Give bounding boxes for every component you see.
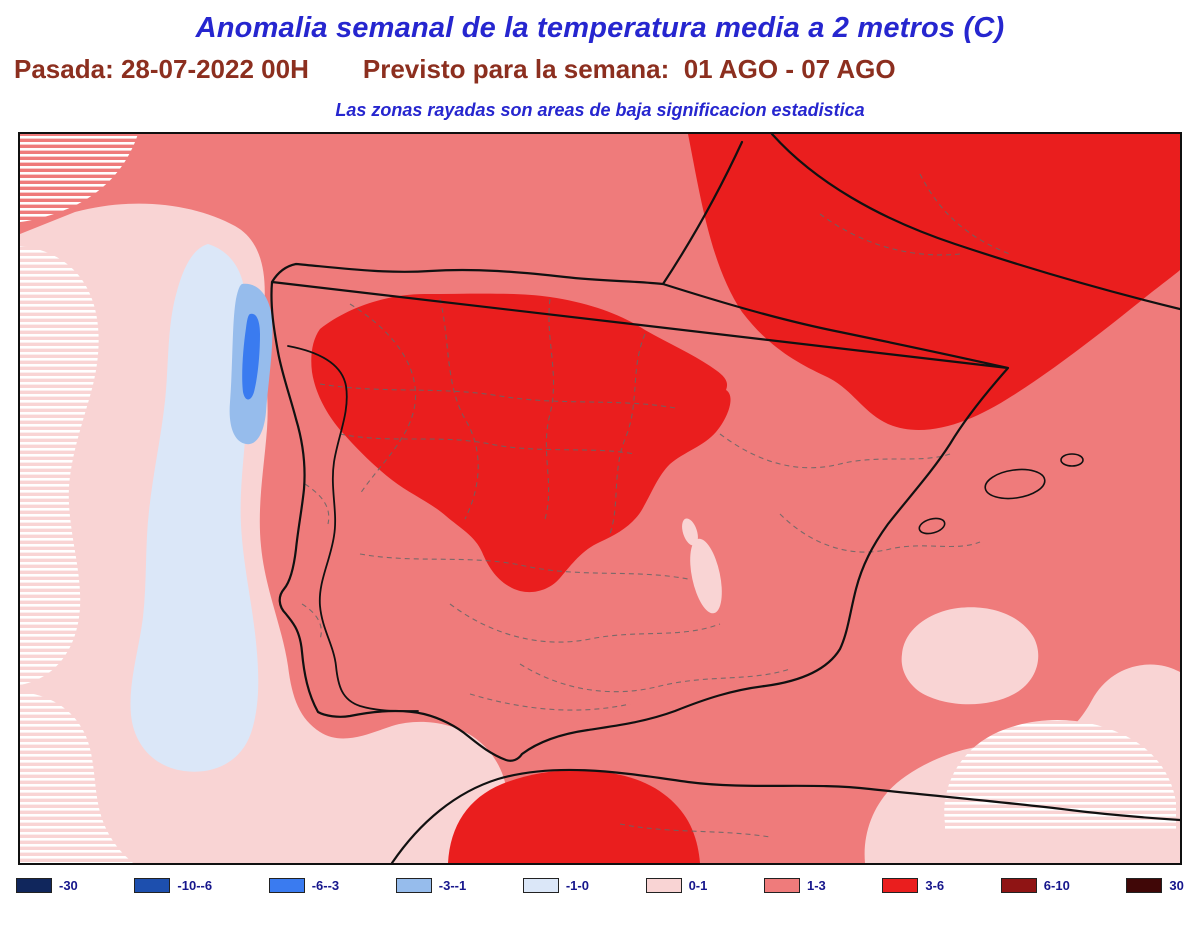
page-title: Anomalia semanal de la temperatura media… xyxy=(195,12,1005,44)
region-3-6-alboran xyxy=(448,770,700,863)
subtitle-row: Pasada: 28-07-2022 00H Previsto para la … xyxy=(14,52,1200,86)
legend: -30 -10--6 -6--3 -3--1 -1-0 0-1 1-3 3-6 6-10 30 xyxy=(0,878,1200,893)
legend-swatch xyxy=(763,878,800,893)
legend-label: 0-1 xyxy=(688,878,708,893)
coast-iberia xyxy=(270,140,1010,762)
legend-swatch xyxy=(1126,878,1163,893)
region-3-6-interior xyxy=(311,293,731,593)
legend-label: 3-6 xyxy=(925,878,945,893)
legend-swatch xyxy=(882,878,919,893)
legend-label: -6--3 xyxy=(311,878,340,893)
region-3-6-northeast xyxy=(688,134,1180,431)
legend-item: 0-1 xyxy=(645,878,708,893)
legend-item: -3--1 xyxy=(395,878,467,893)
legend-swatch xyxy=(645,878,682,893)
legend-label: -1-0 xyxy=(565,878,589,893)
legend-swatch xyxy=(134,878,171,893)
island-ibiza xyxy=(918,517,946,535)
legend-item: 30 xyxy=(1126,878,1184,893)
forecast-label: Previsto para la semana: 01 AGO - 07 AGO xyxy=(362,54,896,84)
legend-label: 1-3 xyxy=(806,878,826,893)
region-neg1-0-atlantic xyxy=(130,244,259,772)
legend-label: 30 xyxy=(1169,878,1184,893)
legend-item: 3-6 xyxy=(882,878,944,893)
legend-label: -10--6 xyxy=(177,878,213,893)
legend-item: 6-10 xyxy=(1000,878,1070,893)
header: Anomalia semanal de la temperatura media… xyxy=(0,0,1200,122)
hatched-1-3-topleft xyxy=(20,134,138,222)
anomaly-map-frame xyxy=(18,132,1182,865)
map-islands xyxy=(918,453,1084,535)
coast-france-med xyxy=(770,134,1180,311)
hatched-0-1-left xyxy=(20,246,99,685)
legend-item: -1-0 xyxy=(522,878,589,893)
legend-item: 1-3 xyxy=(763,878,826,893)
legend-item: -10--6 xyxy=(134,878,212,893)
region-0-1-blob-east xyxy=(901,607,1039,705)
legend-swatch xyxy=(16,878,52,893)
legend-item: -6--3 xyxy=(268,878,340,893)
run-label: Pasada: 28-07-2022 00H xyxy=(14,54,309,84)
legend-label: -3--1 xyxy=(438,878,467,893)
anomaly-map xyxy=(20,134,1180,863)
map-hatched-regions xyxy=(20,134,1176,863)
legend-label: -30 xyxy=(59,878,78,893)
legend-swatch xyxy=(522,878,559,893)
coast-africa xyxy=(390,768,1180,863)
island-menorca xyxy=(1060,453,1084,467)
map-province-borders xyxy=(301,173,1011,838)
legend-swatch xyxy=(1000,878,1037,893)
legend-swatch xyxy=(395,878,432,893)
hatched-0-1-bottomleft xyxy=(20,692,133,863)
border-portugal-spain xyxy=(287,345,419,712)
region-neg6-neg3 xyxy=(242,313,260,400)
region-0-1-inner-blob-small xyxy=(682,518,698,546)
island-mallorca xyxy=(984,468,1046,500)
map-coastlines xyxy=(270,134,1180,863)
legend-swatch xyxy=(268,878,305,893)
legend-label: 6-10 xyxy=(1043,878,1070,893)
map-regions-over xyxy=(311,293,731,863)
legend-item: -30 xyxy=(16,878,78,893)
region-0-1-inner-blob xyxy=(690,538,722,614)
hatch-note: Las zonas rayadas son areas de baja sign… xyxy=(335,100,865,120)
